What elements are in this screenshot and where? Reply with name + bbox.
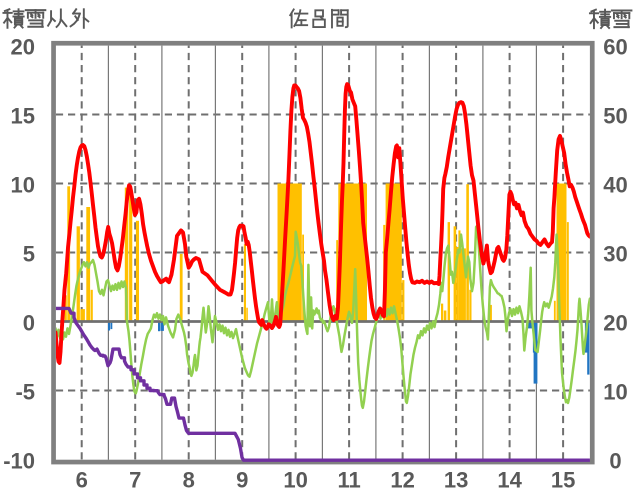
svg-text:13: 13 bbox=[444, 468, 468, 493]
svg-text:14: 14 bbox=[497, 468, 522, 493]
svg-text:20: 20 bbox=[603, 311, 627, 336]
svg-text:-10: -10 bbox=[3, 449, 35, 474]
svg-text:0: 0 bbox=[23, 311, 35, 336]
svg-text:40: 40 bbox=[603, 173, 627, 198]
svg-text:5: 5 bbox=[23, 242, 35, 267]
svg-text:-5: -5 bbox=[15, 380, 35, 405]
svg-text:6: 6 bbox=[76, 468, 88, 493]
svg-text:20: 20 bbox=[11, 35, 35, 60]
svg-text:9: 9 bbox=[236, 468, 248, 493]
svg-text:10: 10 bbox=[11, 173, 35, 198]
svg-text:7: 7 bbox=[129, 468, 141, 493]
svg-text:10: 10 bbox=[283, 468, 307, 493]
svg-text:50: 50 bbox=[603, 104, 627, 129]
svg-text:10: 10 bbox=[603, 380, 627, 405]
svg-text:0: 0 bbox=[609, 449, 621, 474]
svg-text:11: 11 bbox=[337, 468, 360, 493]
svg-text:30: 30 bbox=[603, 242, 627, 267]
svg-text:15: 15 bbox=[551, 468, 575, 493]
svg-text:12: 12 bbox=[390, 468, 414, 493]
svg-text:8: 8 bbox=[183, 468, 195, 493]
svg-text:15: 15 bbox=[11, 104, 35, 129]
svg-text:60: 60 bbox=[603, 35, 627, 60]
